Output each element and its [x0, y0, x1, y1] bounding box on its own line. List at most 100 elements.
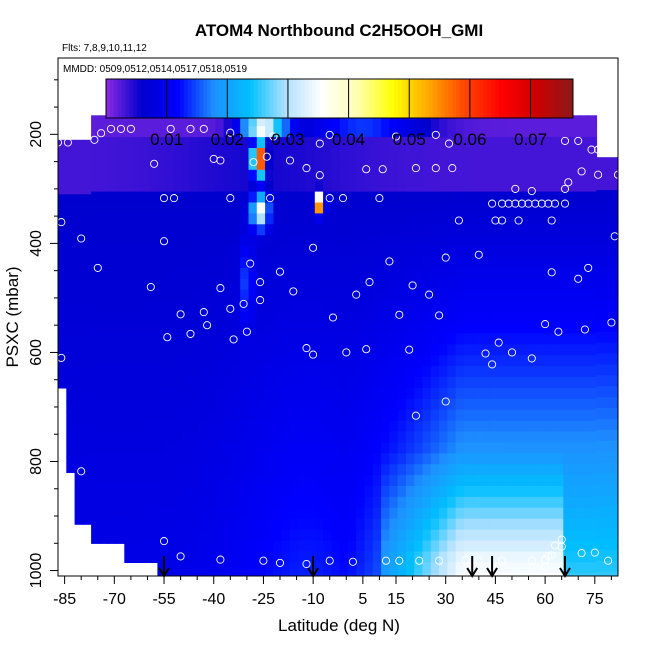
colorbar-swatch	[179, 79, 185, 118]
heatmap-cell	[579, 246, 589, 258]
colorbar-swatch	[339, 79, 344, 118]
heatmap-cell	[66, 237, 76, 250]
sample-point	[150, 159, 159, 168]
heatmap-cell	[430, 518, 440, 531]
y-tick-label: 200	[28, 121, 45, 148]
heatmap-cell	[405, 529, 415, 542]
heatmap-cell	[405, 278, 415, 291]
heatmap-cell	[563, 398, 573, 411]
heatmap-cell	[232, 224, 241, 236]
heatmap-cell	[430, 257, 440, 269]
heatmap-cell	[405, 496, 415, 509]
heatmap-cell	[74, 194, 84, 206]
heatmap-cell	[339, 148, 349, 160]
heatmap-cell	[265, 169, 274, 182]
heatmap-cell	[66, 456, 76, 468]
heatmap-cell	[82, 216, 92, 228]
heatmap-cell	[497, 202, 506, 214]
heatmap-cell	[182, 377, 192, 389]
heatmap-cell	[397, 453, 407, 465]
heatmap-cell	[579, 158, 589, 171]
heatmap-cell	[430, 486, 440, 498]
sample-point	[159, 537, 169, 546]
heatmap-cell	[505, 333, 515, 345]
heatmap-cell	[116, 289, 125, 302]
heatmap-cell	[356, 529, 366, 542]
heatmap-cell	[555, 246, 564, 258]
heatmap-cell	[223, 169, 233, 182]
heatmap-cell	[165, 322, 175, 334]
heatmap-cell	[463, 387, 473, 400]
heatmap-cell	[546, 453, 556, 465]
heatmap-cell	[306, 257, 316, 269]
heatmap-cell	[132, 507, 142, 520]
heatmap-cell	[356, 431, 366, 443]
heatmap-cell	[563, 496, 573, 509]
heatmap-cell	[339, 267, 349, 280]
heatmap-cell	[405, 409, 415, 422]
colorbar-swatch	[358, 79, 364, 118]
heatmap-cell	[107, 431, 117, 443]
sample-point	[246, 259, 255, 268]
heatmap-cell	[356, 344, 366, 356]
heatmap-cell	[339, 278, 349, 291]
heatmap-cell	[215, 453, 225, 465]
heatmap-cell	[314, 344, 324, 356]
heatmap-cell	[530, 235, 540, 247]
heatmap-cell	[198, 300, 208, 313]
heatmap-cell	[82, 227, 92, 239]
heatmap-cell	[596, 331, 606, 344]
colorbar-swatch	[514, 79, 520, 118]
heatmap-cell	[256, 202, 266, 214]
heatmap-cell	[604, 331, 614, 344]
heatmap-cell	[372, 300, 382, 313]
heatmap-cell	[488, 169, 498, 182]
heatmap-cell	[314, 257, 324, 269]
heatmap-cell	[198, 409, 208, 422]
sample-point	[557, 542, 566, 551]
heatmap-cell	[463, 409, 473, 422]
heatmap-cell	[74, 227, 84, 239]
heatmap-cell	[232, 420, 241, 433]
heatmap-cell	[480, 464, 490, 476]
heatmap-cell	[530, 213, 540, 225]
heatmap-cell	[546, 366, 556, 378]
heatmap-cell	[439, 496, 448, 509]
heatmap-cell	[290, 169, 299, 182]
heatmap-cell	[174, 398, 183, 411]
heatmap-cell	[422, 224, 432, 236]
heatmap-cell	[480, 562, 490, 574]
heatmap-cell	[298, 387, 308, 400]
heatmap-cell	[58, 259, 67, 272]
heatmap-cell	[356, 398, 366, 411]
sample-point	[328, 313, 338, 322]
sample-point	[441, 397, 450, 406]
heatmap-cell	[439, 148, 448, 160]
heatmap-cell	[124, 213, 134, 225]
heatmap-cell	[521, 355, 531, 367]
colorbar-swatch	[510, 79, 516, 118]
heatmap-cell	[290, 300, 299, 313]
heatmap-cell	[223, 453, 233, 465]
heatmap-cell	[347, 366, 357, 378]
heatmap-cell	[165, 202, 175, 214]
heatmap-cell	[339, 475, 349, 487]
heatmap-cell	[430, 191, 440, 204]
heatmap-cell	[290, 311, 299, 323]
heatmap-cell	[91, 202, 100, 214]
heatmap-cell	[364, 486, 374, 498]
colorbar-tick-label: 0.04	[332, 130, 365, 149]
heatmap-cell	[480, 573, 490, 576]
heatmap-cell	[521, 551, 531, 563]
colorbar-swatch	[569, 79, 574, 118]
heatmap-cell	[99, 507, 109, 520]
heatmap-cell	[74, 303, 84, 315]
heatmap-cell	[439, 311, 448, 323]
heatmap-cell	[248, 442, 258, 454]
heatmap-cell	[281, 180, 291, 193]
heatmap-cell	[207, 126, 216, 138]
heatmap-cell	[149, 202, 158, 214]
heatmap-cell	[513, 486, 523, 498]
heatmap-cell	[149, 300, 158, 313]
sample-point	[613, 170, 618, 179]
